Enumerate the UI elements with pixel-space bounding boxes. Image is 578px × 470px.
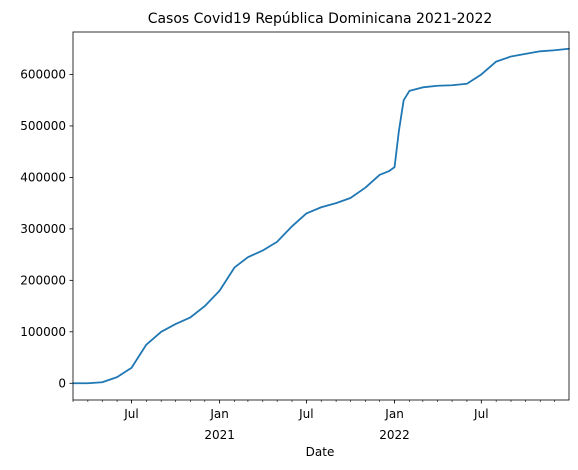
x-axis: Jul Jan 2021 Jul Jan 2022 Jul (72, 400, 555, 442)
plot-area (72, 47, 570, 385)
x-tick-year-label: 2021 (204, 428, 235, 442)
y-tick-label: 500000 (20, 119, 66, 133)
x-axis-label: Date (306, 445, 335, 459)
y-axis: 0 100000 200000 300000 400000 500000 600000 (20, 67, 73, 390)
y-tick-label: 200000 (20, 273, 66, 287)
x-tick-label: Jan (209, 407, 229, 421)
y-tick-label: 600000 (20, 67, 66, 81)
series-line (72, 47, 570, 385)
y-tick-label: 400000 (20, 170, 66, 184)
x-tick-label: Jul (298, 407, 313, 421)
y-tick-label: 300000 (20, 222, 66, 236)
x-tick-label: Jul (123, 407, 138, 421)
y-tick-label: 0 (58, 376, 66, 390)
x-tick-year-label: 2022 (379, 428, 410, 442)
y-tick-label: 100000 (20, 325, 66, 339)
x-tick-label: Jul (473, 407, 488, 421)
x-tick-label: Jan (384, 407, 404, 421)
plot-frame (72, 31, 570, 401)
chart-title: Casos Covid19 República Dominicana 2021-… (148, 11, 493, 27)
